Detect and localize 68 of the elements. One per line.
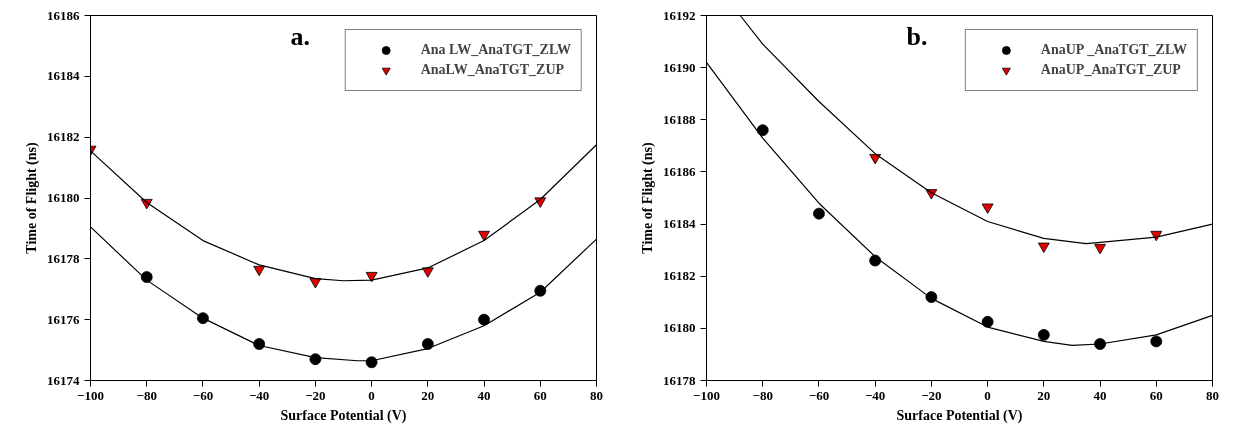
point — [534, 284, 547, 297]
x-axis-title: Surface Potential (V) — [896, 407, 1023, 424]
y-axis-title: Time of Flight (ns) — [640, 141, 656, 254]
x-tick-label: −80 — [752, 387, 773, 403]
x-tick-label: −20 — [305, 387, 326, 403]
point — [981, 315, 994, 328]
y-tick-label: 16180 — [663, 320, 696, 336]
x-tick-label: 60 — [1149, 387, 1163, 403]
y-tick-label: 16178 — [47, 250, 80, 266]
annotation: a. — [290, 21, 310, 51]
point — [421, 338, 434, 350]
x-tick-label: 0 — [368, 387, 375, 403]
point — [1037, 242, 1050, 253]
x-axis-title: Surface Potential (V) — [280, 407, 407, 424]
legend-label: AnaUP _AnaTGT_ZLW — [1040, 42, 1187, 58]
y-tick-label: 16186 — [663, 163, 696, 179]
x-tick-label: −60 — [808, 387, 830, 403]
y-tick-label: 16192 — [663, 7, 696, 23]
y-tick-label: 16180 — [47, 190, 80, 205]
y-tick-label: 16182 — [663, 268, 696, 284]
legend-label: AnaUP_AnaTGT_ZUP — [1040, 62, 1181, 78]
x-tick-label: 60 — [533, 387, 547, 403]
x-tick-label: −100 — [77, 387, 104, 403]
x-tick-label: −40 — [248, 387, 270, 403]
x-tick-label: 40 — [1093, 387, 1107, 403]
point — [981, 203, 994, 214]
point — [1094, 338, 1106, 350]
point — [253, 265, 266, 277]
y-tick-label: 16188 — [663, 111, 696, 127]
point — [365, 356, 378, 369]
y-tick-label: 16184 — [47, 68, 80, 84]
y-tick-label: 16184 — [663, 216, 696, 232]
point — [1150, 335, 1163, 348]
y-tick-label: 16176 — [47, 311, 80, 327]
point — [197, 312, 209, 325]
y-axis-title: Time of Flight (ns) — [24, 141, 40, 254]
point — [253, 338, 266, 350]
point — [925, 291, 938, 303]
point — [869, 254, 882, 267]
y-tick-label: 16182 — [47, 129, 80, 145]
x-tick-label: 80 — [1206, 387, 1219, 403]
x-tick-label: −100 — [693, 387, 720, 403]
x-tick-label: 20 — [421, 387, 435, 403]
point — [756, 124, 769, 137]
point — [478, 230, 490, 242]
x-tick-label: −60 — [192, 387, 214, 403]
point — [813, 207, 825, 220]
point — [1150, 230, 1163, 242]
point — [309, 353, 322, 366]
legend-label: Ana LW_AnaTGT_ZLW — [420, 42, 571, 58]
x-tick-label: 40 — [477, 387, 491, 403]
point — [1094, 243, 1106, 255]
point — [140, 271, 153, 283]
y-tick-label: 16186 — [47, 7, 80, 23]
y-tick-label: 16174 — [47, 372, 80, 388]
point — [365, 271, 378, 283]
x-tick-label: 20 — [1037, 387, 1051, 403]
annotation: b. — [906, 21, 928, 51]
point — [1037, 328, 1050, 341]
x-tick-label: −40 — [864, 387, 886, 403]
x-tick-label: −20 — [921, 387, 942, 403]
x-tick-label: 0 — [984, 387, 991, 403]
x-tick-label: −80 — [136, 387, 157, 403]
point — [478, 313, 490, 326]
legend-label: AnaLW_AnaTGT_ZUP — [420, 62, 565, 78]
x-tick-label: 80 — [590, 387, 603, 403]
y-tick-label: 16178 — [663, 372, 696, 388]
y-tick-label: 16190 — [663, 59, 696, 75]
